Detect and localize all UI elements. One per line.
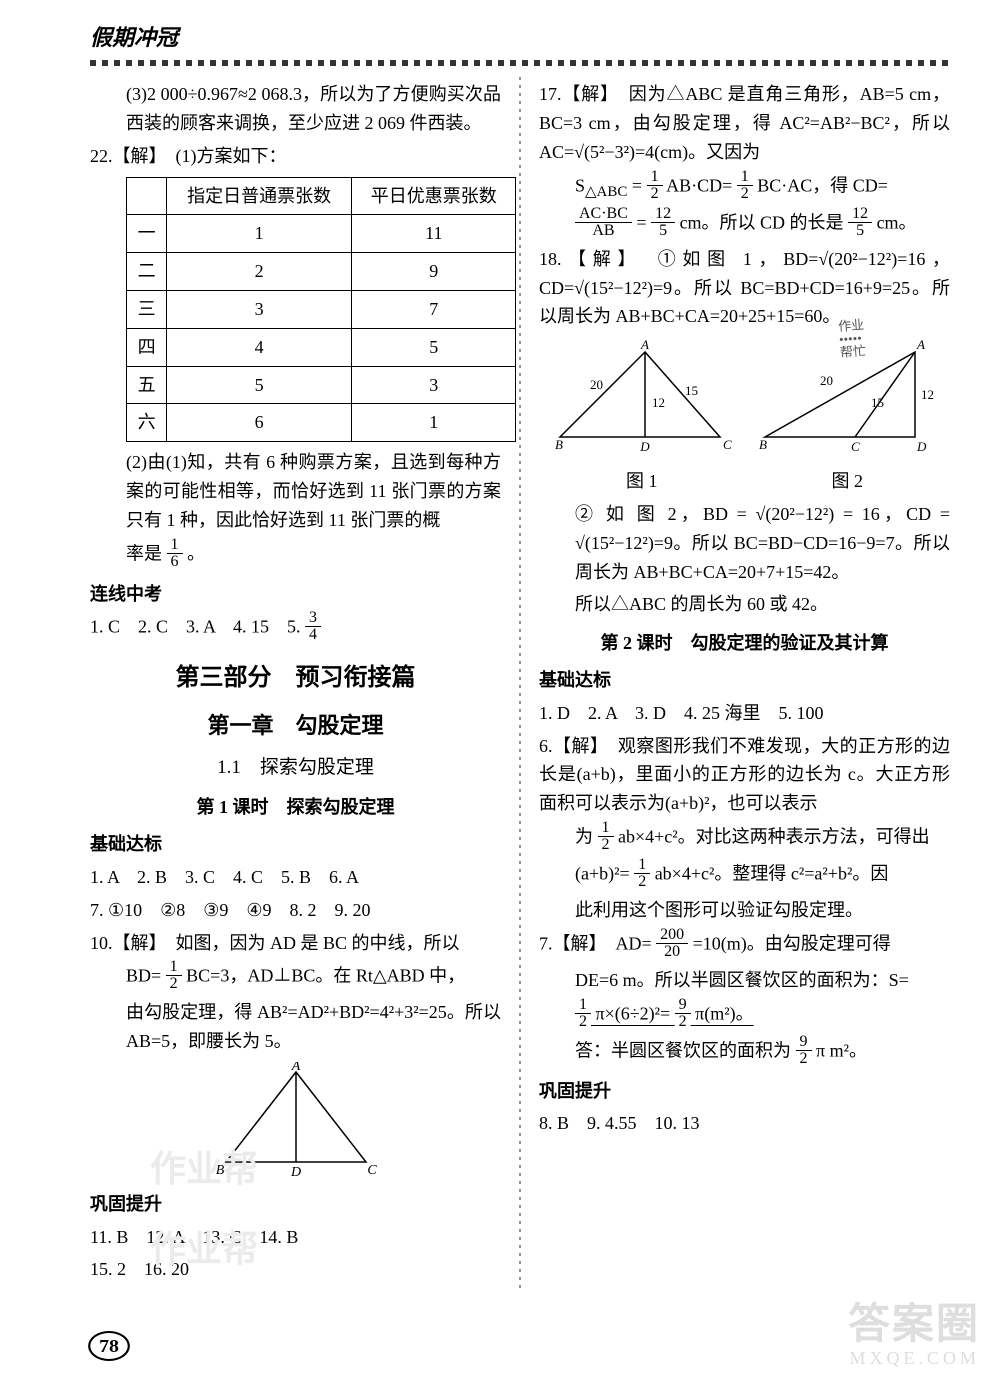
table-row: 四45	[127, 328, 516, 366]
q6-b: 为 12 ab×4+c²。对比这两种表示方法，可得出	[539, 822, 950, 855]
frac-half: 12	[634, 857, 650, 890]
gonggu-heading: 巩固提升	[90, 1190, 501, 1219]
jichu-line1: 1. A 2. B 3. C 4. C 5. B 6. A	[90, 863, 501, 892]
q22-2b: 率是 16 。	[90, 539, 501, 572]
content-columns: (3)2 000÷0.967≈2 068.3，所以为了方便购买次品西装的顾客来调…	[0, 66, 1000, 1298]
svg-text:C: C	[367, 1163, 377, 1178]
hand-doodle: 作业•••••帮忙	[838, 318, 867, 359]
q7-b: DE=6 m。所以半圆区餐饮区的面积为：S=	[539, 966, 950, 995]
triangle-figure-left: A B D C	[196, 1062, 396, 1182]
q6-c: (a+b)²= 12 ab×4+c²。整理得 c²=a²+b²。因	[539, 859, 950, 892]
q6-a: 6.【解】 观察图形我们不难发现，大的正方形的边长是(a+b)，里面小的正方形的…	[539, 732, 950, 818]
gonggu-line1: 11. B 12. A 13. C 14. B	[90, 1223, 501, 1252]
frac-9-2: 92	[796, 1034, 812, 1067]
svg-text:A: A	[916, 337, 925, 352]
frac-half: 12	[166, 959, 182, 992]
jichu-heading: 基础达标	[90, 830, 501, 859]
svg-text:20: 20	[590, 377, 603, 392]
page-number-badge: 78	[90, 1331, 130, 1371]
svg-text:C: C	[851, 439, 860, 454]
left-column: (3)2 000÷0.967≈2 068.3，所以为了方便购买次品西装的顾客来调…	[90, 76, 501, 1288]
frac-3-4: 34	[305, 610, 321, 643]
th-1: 指定日普通票张数	[167, 177, 352, 215]
frac-half: 12	[647, 169, 663, 202]
lianxian-heading: 连线中考	[90, 580, 501, 609]
q7-d: 答：半圆区餐饮区的面积为 92 π m²。	[539, 1036, 950, 1069]
lianxian-answers: 1. C 2. C 3. A 4. 15 5. 34	[90, 612, 501, 645]
ticket-table: 指定日普通票张数 平日优惠票张数 一111 二29 三37 四45 五53 六6…	[126, 177, 516, 443]
svg-text:15: 15	[871, 395, 884, 410]
svg-text:B: B	[555, 437, 563, 452]
header-title: 假期冲冠	[90, 25, 178, 50]
figure-labels: 图 1 图 2	[539, 467, 950, 496]
q21-3: (3)2 000÷0.967≈2 068.3，所以为了方便购买次品西装的顾客来调…	[90, 80, 501, 138]
q22-intro: 22.【解】 (1)方案如下：	[90, 142, 501, 171]
lesson1-title: 第 1 课时 探索勾股定理	[90, 793, 501, 822]
frac-half: 12	[598, 820, 614, 853]
gonggu2-line1: 8. B 9. 4.55 10. 13	[539, 1109, 950, 1138]
frac-9-2: 92	[675, 997, 691, 1030]
triangle-figures-right: A B D C 20 12 15 A B C D 20 15 12	[545, 337, 945, 467]
frac-200-20: 20020	[656, 927, 688, 960]
frac-half: 12	[575, 997, 591, 1030]
q18-b: ② 如 图 2，BD = √(20²−12²) = 16，CD = √(15²−…	[539, 500, 950, 586]
fig2-label: 图 2	[832, 467, 864, 496]
frac-1-6: 16	[167, 537, 183, 570]
page-number: 78	[88, 1331, 130, 1361]
q17-a: 17.【解】 因为△ABC 是直角三角形，AB=5 cm，BC=3 cm，由勾股…	[539, 80, 950, 166]
gonggu2-heading: 巩固提升	[539, 1077, 950, 1106]
page-header: 假期冲冠	[0, 0, 1000, 60]
fig1-label: 图 1	[626, 467, 658, 496]
jichu2-heading: 基础达标	[539, 666, 950, 695]
frac-acbc-ab: AC·BCAB	[575, 206, 632, 239]
watermark-sub: MXQE.COM	[849, 1344, 980, 1373]
watermark-main: 答案圈	[848, 1292, 980, 1359]
q7-c: 12 π×(6÷2)²= 92 π(m²)。	[539, 999, 950, 1032]
lesson2-title: 第 2 课时 勾股定理的验证及其计算	[539, 629, 950, 658]
svg-text:D: D	[916, 439, 927, 454]
table-row: 六61	[127, 404, 516, 442]
q18-c: 所以△ABC 的周长为 60 或 42。	[539, 590, 950, 619]
part3-title: 第三部分 预习衔接篇	[90, 659, 501, 697]
q6-d: 此利用这个图形可以验证勾股定理。	[539, 896, 950, 925]
svg-text:A: A	[290, 1062, 300, 1074]
table-header-row: 指定日普通票张数 平日优惠票张数	[127, 177, 516, 215]
chapter1-title: 第一章 勾股定理	[90, 708, 501, 743]
q17-c: AC·BCAB = 125 cm。所以 CD 的长是 125 cm。	[539, 208, 950, 241]
svg-text:C: C	[723, 437, 732, 452]
table-row: 三37	[127, 290, 516, 328]
th-2: 平日优惠票张数	[352, 177, 516, 215]
q17-b: S△ABC = 12 AB·CD= 12 BC·AC，得 CD=	[539, 171, 950, 204]
q10-b: BD= 12 BC=3，AD⊥BC。在 Rt△ABD 中，	[90, 961, 501, 994]
svg-text:12: 12	[652, 395, 665, 410]
q7-a: 7.【解】 AD= 20020 =10(m)。由勾股定理可得	[539, 929, 950, 962]
table-row: 一111	[127, 215, 516, 253]
jichu2-line1: 1. D 2. A 3. D 4. 25 海里 5. 100	[539, 699, 950, 728]
jichu-line2: 7. ①10 ②8 ③9 ④9 8. 2 9. 20	[90, 896, 501, 925]
svg-text:B: B	[759, 437, 767, 452]
gonggu-line2: 15. 2 16. 20	[90, 1255, 501, 1284]
svg-text:B: B	[215, 1163, 224, 1178]
svg-text:12: 12	[921, 387, 934, 402]
q10-a: 10.【解】 如图，因为 AD 是 BC 的中线，所以	[90, 929, 501, 958]
q22-2a: (2)由(1)知，共有 6 种购票方案，且选到每种方案的可能性相等，而恰好选到 …	[90, 448, 501, 534]
th-0	[127, 177, 167, 215]
section-1-1-title: 1.1 探索勾股定理	[90, 753, 501, 783]
frac-half: 12	[737, 169, 753, 202]
table-row: 二29	[127, 253, 516, 291]
svg-text:D: D	[639, 439, 650, 454]
frac-12-5: 125	[651, 206, 675, 239]
q10-c: 由勾股定理，得 AB²=AD²+BD²=4²+3²=25。所以 AB=5，即腰长…	[90, 998, 501, 1056]
svg-text:15: 15	[685, 383, 698, 398]
svg-text:D: D	[289, 1165, 300, 1180]
svg-text:20: 20	[820, 373, 833, 388]
svg-text:A: A	[640, 337, 649, 352]
table-row: 五53	[127, 366, 516, 404]
frac-12-5: 125	[848, 206, 872, 239]
right-column: 17.【解】 因为△ABC 是直角三角形，AB=5 cm，BC=3 cm，由勾股…	[539, 76, 950, 1288]
column-divider	[519, 76, 521, 1288]
q18-a: 18.【解】 ①如图 1，BD=√(20²−12²)=16，CD=√(15²−1…	[539, 245, 950, 331]
